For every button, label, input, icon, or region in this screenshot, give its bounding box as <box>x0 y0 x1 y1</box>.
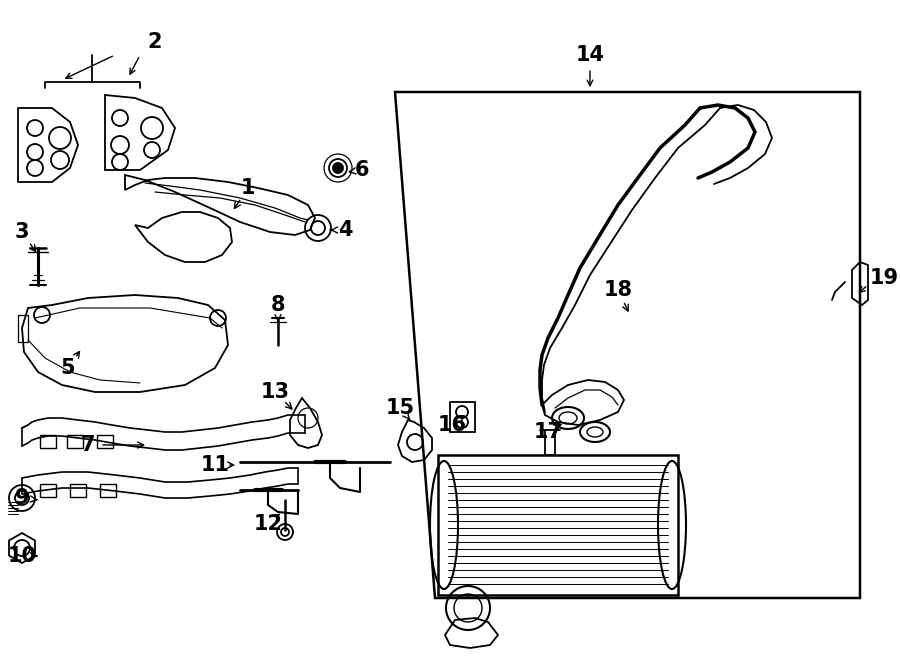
Circle shape <box>333 163 343 173</box>
Text: 12: 12 <box>254 514 283 534</box>
Text: 8: 8 <box>271 295 285 315</box>
Text: 4: 4 <box>338 220 352 240</box>
Text: 3: 3 <box>14 222 29 242</box>
Text: 18: 18 <box>604 280 633 300</box>
Text: 15: 15 <box>385 398 415 418</box>
Text: 7: 7 <box>81 435 95 455</box>
Text: 6: 6 <box>355 160 369 180</box>
Text: 13: 13 <box>260 382 290 402</box>
Text: 14: 14 <box>575 45 605 65</box>
Text: 19: 19 <box>870 268 899 288</box>
Text: 1: 1 <box>241 178 256 198</box>
Text: 17: 17 <box>534 422 562 442</box>
Text: 10: 10 <box>7 546 37 566</box>
Text: 11: 11 <box>201 455 230 475</box>
Text: 16: 16 <box>437 415 466 435</box>
Text: 9: 9 <box>14 488 30 508</box>
Text: 2: 2 <box>148 32 162 52</box>
Text: 5: 5 <box>60 358 76 378</box>
